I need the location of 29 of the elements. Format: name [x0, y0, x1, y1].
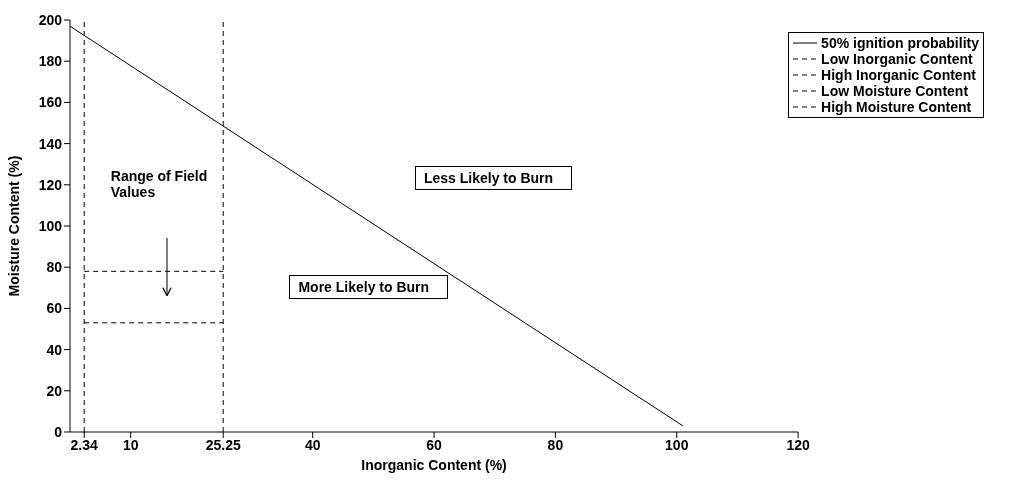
x-tick-label: 2.34 [70, 436, 99, 453]
legend-label: 50% ignition probability [821, 35, 979, 51]
legend-label: High Inorganic Content [821, 67, 976, 83]
y-tick-label: 200 [38, 11, 63, 28]
y-tick-label: 120 [38, 176, 63, 193]
x-tick-label: 10 [122, 436, 139, 453]
x-tick-label: 80 [547, 436, 564, 453]
legend-label: Low Inorganic Content [821, 51, 973, 67]
legend-label: Low Moisture Content [821, 83, 969, 99]
x-tick-label: 120 [786, 436, 810, 453]
x-tick-label: 25.25 [205, 436, 241, 453]
y-tick-label: 80 [46, 259, 63, 276]
x-tick-label: 40 [304, 436, 321, 453]
y-tick-label: 0 [54, 423, 63, 440]
y-tick-label: 160 [38, 94, 63, 111]
y-tick-label: 100 [38, 217, 63, 234]
annotation: Less Likely to Burn [414, 166, 573, 191]
x-tick-label: 100 [665, 436, 689, 453]
x-tick-label: 60 [426, 436, 443, 453]
y-axis-title: Moisture Content (%) [5, 155, 22, 297]
y-tick-label: 20 [46, 382, 63, 399]
y-tick-label: 60 [46, 300, 63, 317]
annotation: Range of Field Values [110, 168, 209, 201]
y-tick-label: 40 [46, 341, 63, 358]
annotation: More Likely to Burn [289, 275, 449, 300]
y-tick-label: 140 [38, 135, 63, 152]
legend-label: High Moisture Content [821, 99, 972, 115]
x-axis-title: Inorganic Content (%) [361, 457, 507, 473]
y-tick-label: 180 [38, 53, 63, 70]
